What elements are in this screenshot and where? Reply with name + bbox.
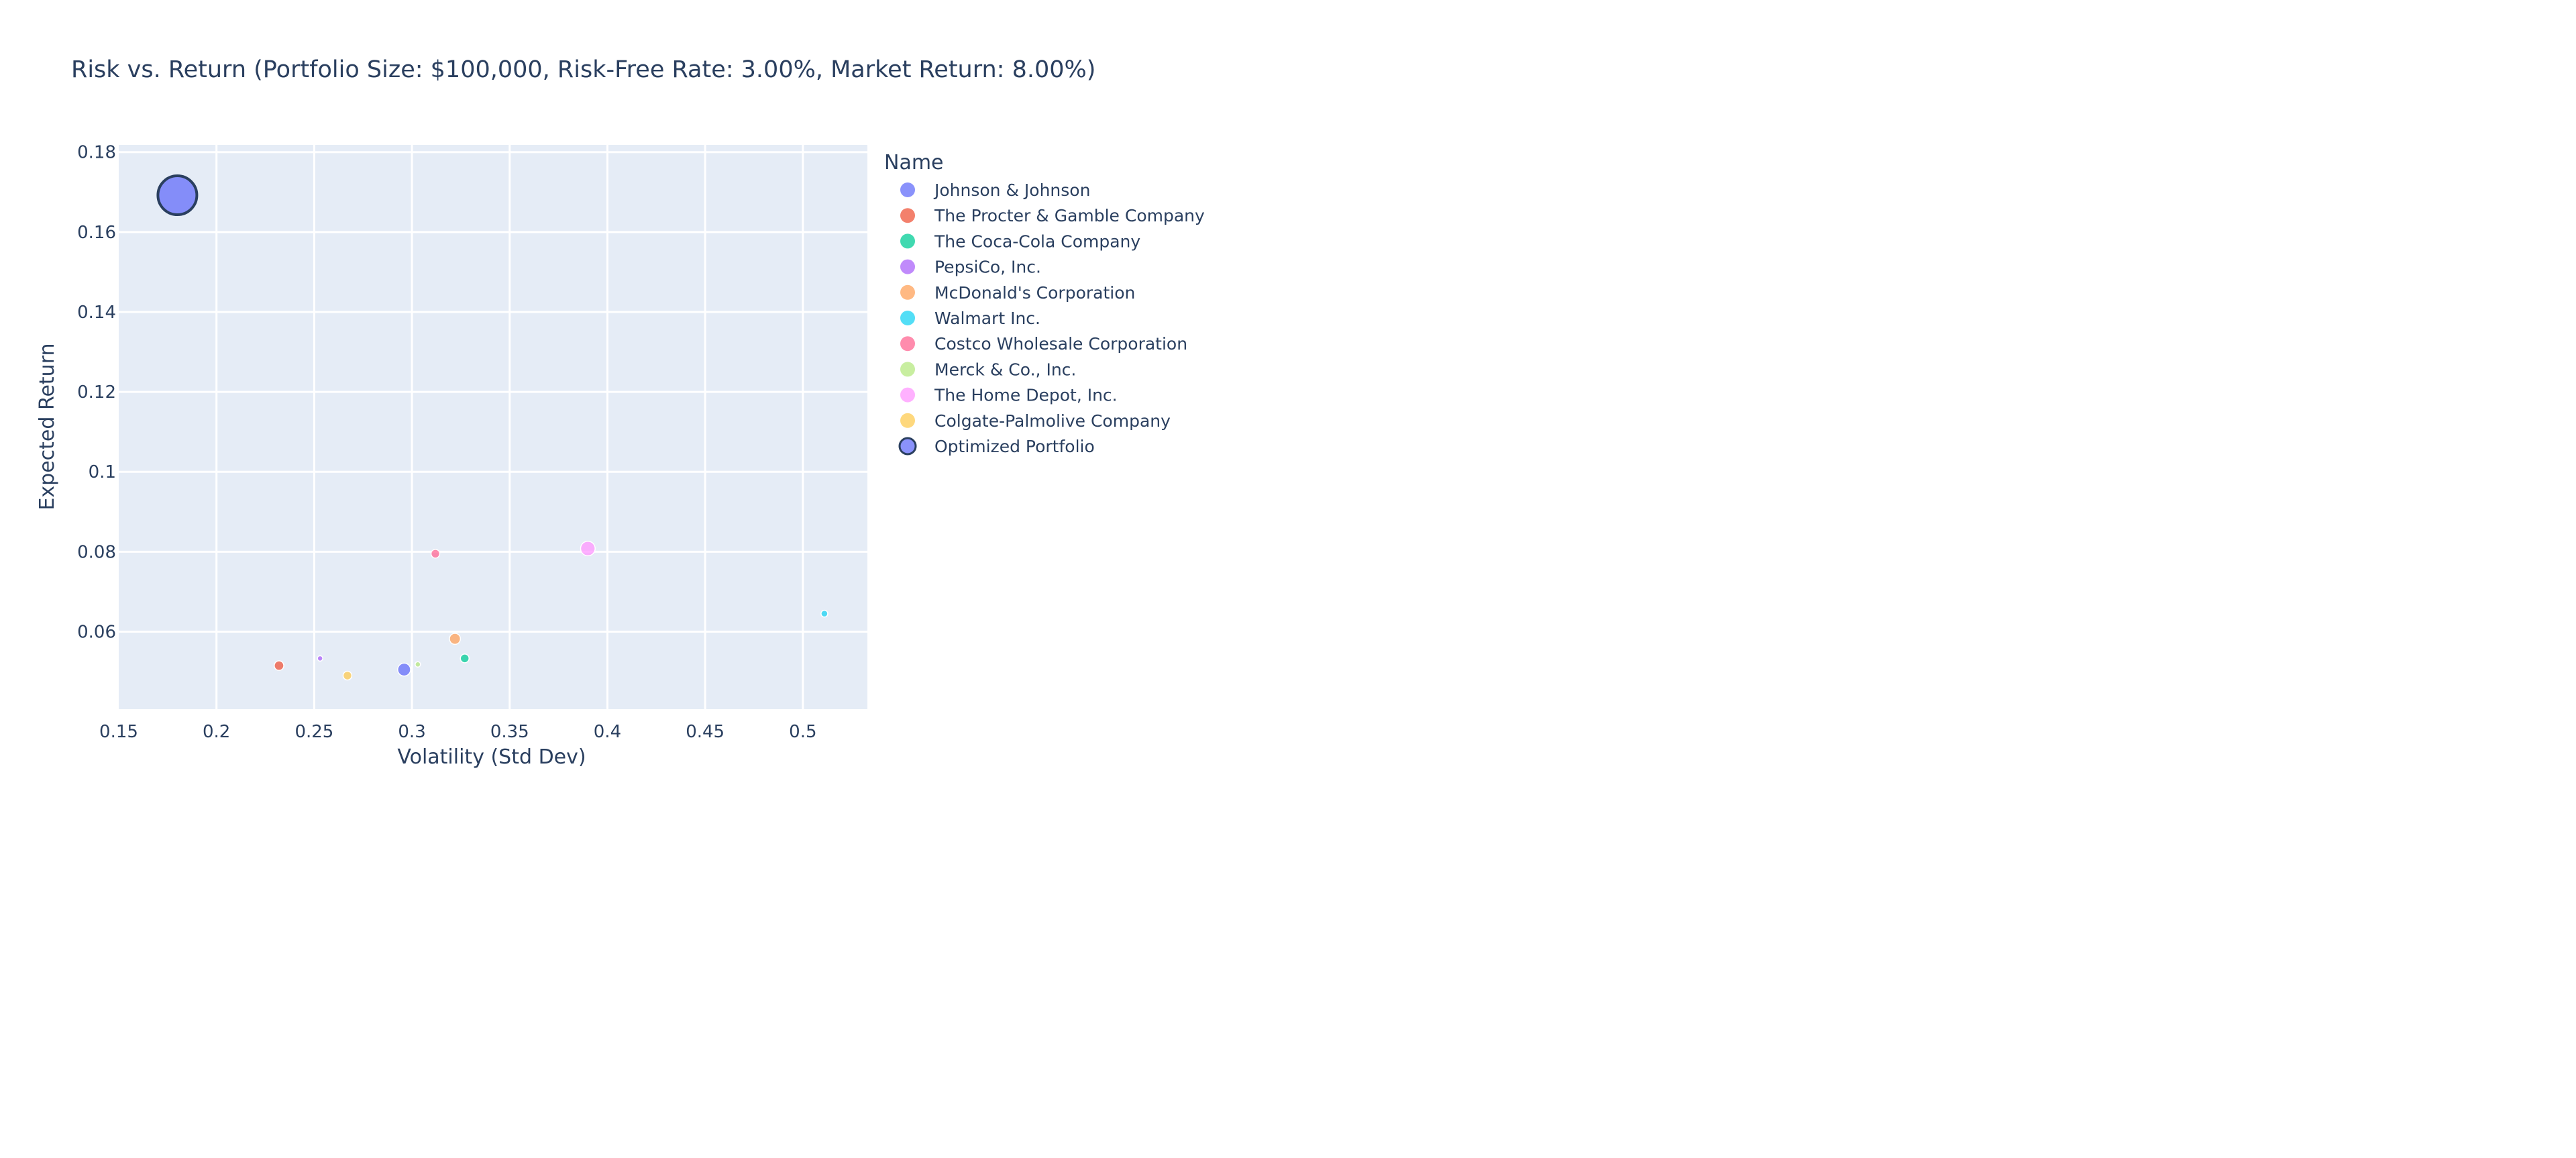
legend-item[interactable]: Costco Wholesale Corporation [900, 334, 1187, 354]
data-point: The Coca-Cola Company [460, 653, 470, 664]
legend-item[interactable]: The Procter & Gamble Company [900, 206, 1205, 225]
data-point: Colgate-Palmolive Company [342, 670, 353, 681]
x-tick-label: 0.2 [203, 722, 230, 742]
chart-title: Risk vs. Return (Portfolio Size: $100,00… [71, 56, 1095, 83]
y-axis: 0.06 0.08 0.1 0.12 0.14 0.16 0.18 [77, 143, 116, 643]
data-points: Optimized Portfolio The Home Depot, Inc. J… [156, 174, 828, 681]
y-tick-label: 0.06 [77, 622, 116, 642]
legend-marker [900, 233, 915, 249]
legend-marker [900, 208, 915, 223]
y-tick-label: 0.12 [77, 382, 116, 403]
legend-item[interactable]: Colgate-Palmolive Company [900, 411, 1171, 431]
x-tick-label: 0.35 [490, 722, 529, 742]
legend-label: McDonald's Corporation [934, 283, 1135, 303]
y-axis-title: Expected Return [36, 343, 59, 510]
legend: Name Johnson & Johnson The Procter & Gamb… [884, 151, 1205, 456]
legend-marker [900, 413, 915, 428]
legend-item[interactable]: Johnson & Johnson [900, 180, 1090, 200]
x-tick-label: 0.45 [686, 722, 724, 742]
data-point: PepsiCo, Inc. [317, 655, 323, 662]
legend-item[interactable]: Merck & Co., Inc. [900, 360, 1076, 379]
legend-marker [898, 437, 917, 456]
legend-label: Colgate-Palmolive Company [934, 411, 1171, 431]
legend-items: Johnson & Johnson The Procter & Gamble Co… [898, 180, 1205, 456]
x-axis-title: Volatility (Std Dev) [397, 745, 586, 769]
legend-label: The Home Depot, Inc. [934, 386, 1118, 405]
legend-item[interactable]: Walmart Inc. [900, 309, 1040, 328]
x-tick-label: 0.5 [789, 722, 816, 742]
legend-label: Costco Wholesale Corporation [934, 334, 1187, 354]
y-tick-label: 0.08 [77, 542, 116, 562]
x-axis: 0.15 0.2 0.25 0.3 0.35 0.4 0.45 0.5 [99, 722, 816, 742]
y-tick-label: 0.18 [77, 143, 116, 163]
data-point: McDonald's Corporation [449, 633, 462, 645]
legend-marker [900, 311, 915, 325]
data-point: Walmart Inc. [820, 609, 828, 618]
legend-item[interactable]: PepsiCo, Inc. [900, 258, 1041, 277]
data-point: Merck & Co., Inc. [415, 661, 421, 668]
x-tick-label: 0.3 [398, 722, 425, 742]
legend-label: Johnson & Johnson [933, 180, 1090, 200]
legend-marker [900, 182, 915, 197]
y-tick-label: 0.16 [77, 223, 116, 243]
legend-label: Merck & Co., Inc. [934, 360, 1076, 379]
legend-item[interactable]: McDonald's Corporation [900, 283, 1135, 303]
data-point: Johnson & Johnson [397, 662, 411, 677]
data-point: The Procter & Gamble Company [274, 660, 284, 671]
legend-item[interactable]: Optimized Portfolio [898, 437, 1095, 456]
plot-area [119, 145, 867, 709]
legend-marker [900, 387, 915, 403]
x-tick-label: 0.25 [294, 722, 333, 742]
legend-marker [900, 362, 915, 377]
legend-item[interactable]: The Home Depot, Inc. [900, 386, 1118, 405]
y-tick-label: 0.1 [89, 462, 116, 482]
x-tick-label: 0.15 [99, 722, 138, 742]
legend-title: Name [884, 151, 944, 174]
legend-marker [900, 259, 915, 274]
x-tick-label: 0.4 [594, 722, 621, 742]
y-tick-label: 0.14 [77, 303, 116, 323]
data-point: The Home Depot, Inc. [580, 540, 596, 557]
legend-label: PepsiCo, Inc. [934, 258, 1041, 277]
legend-label: The Coca-Cola Company [934, 231, 1140, 251]
plot-background [119, 145, 867, 709]
legend-label: Optimized Portfolio [934, 437, 1095, 456]
data-point: Optimized Portfolio [156, 174, 199, 217]
legend-label: Walmart Inc. [934, 309, 1040, 328]
legend-marker [900, 284, 915, 300]
legend-marker [900, 336, 915, 352]
legend-label: The Procter & Gamble Company [934, 206, 1205, 225]
data-point: Costco Wholesale Corporation [430, 549, 441, 559]
legend-item[interactable]: The Coca-Cola Company [900, 231, 1140, 251]
